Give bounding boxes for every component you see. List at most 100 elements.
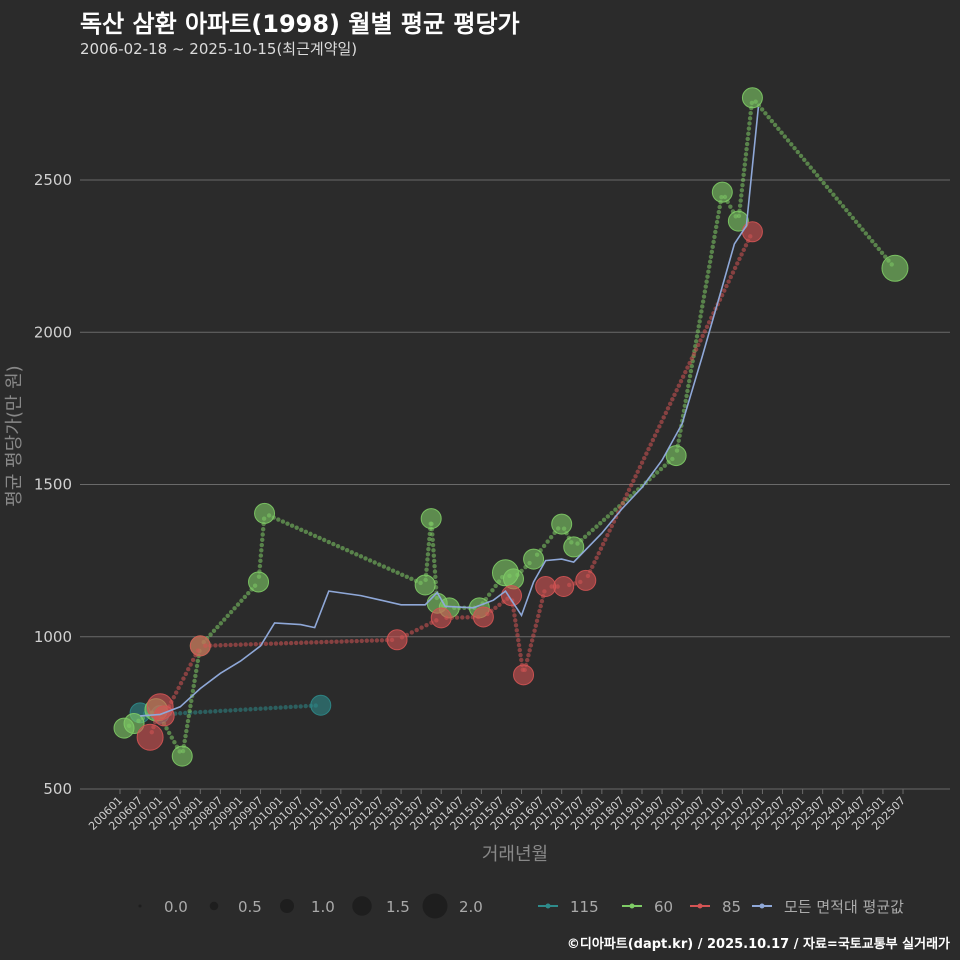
trail-dot <box>253 706 258 712</box>
trail-dot <box>372 560 377 565</box>
trail-dot <box>223 642 228 648</box>
trail-dot <box>379 638 385 643</box>
trail-dot <box>596 551 601 556</box>
trail-dot <box>531 633 536 638</box>
trail-dot <box>635 469 640 474</box>
trail-dot <box>259 542 264 548</box>
trail-dot <box>622 496 627 502</box>
trail-dot <box>714 219 720 225</box>
trail-dot <box>340 545 345 551</box>
data-point-60-1 <box>123 713 145 735</box>
trail-dot <box>194 663 200 669</box>
trail-dot <box>329 639 334 645</box>
trail-dot <box>598 546 604 551</box>
data-point-85-4 <box>386 629 408 651</box>
trail-dot <box>188 662 193 667</box>
trail-dot <box>181 676 186 681</box>
trail-dot <box>667 401 673 407</box>
y-tick-label-500: 500 <box>43 780 72 798</box>
trail-dot <box>511 608 516 613</box>
data-point-60-18 <box>711 181 733 203</box>
trail-dot <box>288 704 293 710</box>
legend-label-115: 115 <box>570 898 599 916</box>
trail-dot <box>268 641 274 646</box>
trail-dot <box>513 618 518 623</box>
trail-dot <box>628 493 633 499</box>
trail-dot <box>218 708 223 714</box>
trail-dot <box>335 543 341 549</box>
trail-dot <box>195 658 201 664</box>
trail-dot <box>258 706 263 711</box>
trail-dot <box>308 531 313 537</box>
trail-dot <box>278 641 284 646</box>
trail-dot <box>737 256 742 262</box>
y-axis-title: 평균 평당가(만 원) <box>4 365 25 506</box>
trail-dot <box>432 558 437 564</box>
trail-dot <box>676 383 682 388</box>
trail-dot <box>427 536 432 542</box>
trail-dot <box>431 553 437 558</box>
data-point-85-3 <box>189 635 211 657</box>
trail-dot <box>532 628 537 633</box>
data-point-85-11 <box>575 569 597 591</box>
trail-dot <box>590 564 595 570</box>
trail-dot <box>324 639 329 645</box>
trail-dot <box>174 690 179 695</box>
trail-dot <box>661 415 666 420</box>
trail-dot <box>683 398 688 404</box>
trail-dot <box>191 683 196 689</box>
trail-dot <box>707 264 712 269</box>
series-85 <box>136 221 763 751</box>
trail-dot <box>700 333 705 339</box>
trail-dot <box>701 294 707 299</box>
trail-dot <box>433 574 438 580</box>
trail-dot <box>728 204 733 209</box>
trail-dot <box>840 204 846 209</box>
trail-dot <box>390 568 396 573</box>
chart-title: 독산 삼환 아파트(1998) 월별 평균 평당가 <box>80 10 520 38</box>
data-point-85-6 <box>472 606 494 628</box>
trail-dot <box>699 309 704 314</box>
trail-dot <box>276 517 281 522</box>
trail-dot <box>213 709 218 714</box>
trail-dot <box>364 638 369 643</box>
trail-dot <box>283 705 288 710</box>
trail-dot <box>354 552 359 557</box>
chart-subtitle: 2006-02-18 ~ 2025-10-15(최근계약일) <box>80 40 358 58</box>
trail-dot <box>654 470 660 475</box>
trail-dot <box>246 591 251 596</box>
trail-dot <box>594 524 599 529</box>
trail-dot <box>670 397 675 402</box>
data-point-85-7 <box>501 585 522 607</box>
trail-dot <box>344 548 350 553</box>
trail-dot <box>708 254 714 259</box>
trail-dot <box>678 378 684 384</box>
trail-dot <box>883 254 888 259</box>
trail-dot <box>178 711 183 716</box>
trail-dot <box>299 640 304 645</box>
trail-dot <box>598 521 603 526</box>
trail-dot <box>293 704 298 709</box>
trail-dot <box>688 368 694 374</box>
trail-dot <box>743 243 749 248</box>
trail-dot <box>873 242 878 248</box>
trail-dot <box>674 388 679 393</box>
trail-dot <box>239 598 244 603</box>
trail-dot <box>730 270 736 275</box>
trail-dot <box>493 605 498 611</box>
trail-dot <box>644 451 649 456</box>
trail-dot <box>298 704 303 709</box>
trail-dot <box>857 223 862 228</box>
size-legend-dot-1.5 <box>352 896 372 916</box>
trail-dot <box>795 149 800 155</box>
data-point-85-12 <box>741 221 763 243</box>
trail-dot <box>432 564 437 569</box>
trail-dot <box>238 707 243 713</box>
trail-dot <box>533 623 539 628</box>
trail-dot <box>222 617 227 622</box>
data-point-60-7 <box>414 574 436 596</box>
trail-dot <box>648 442 653 447</box>
trail-dot <box>430 542 436 548</box>
trail-dot <box>486 592 492 597</box>
trail-dot <box>715 214 721 220</box>
